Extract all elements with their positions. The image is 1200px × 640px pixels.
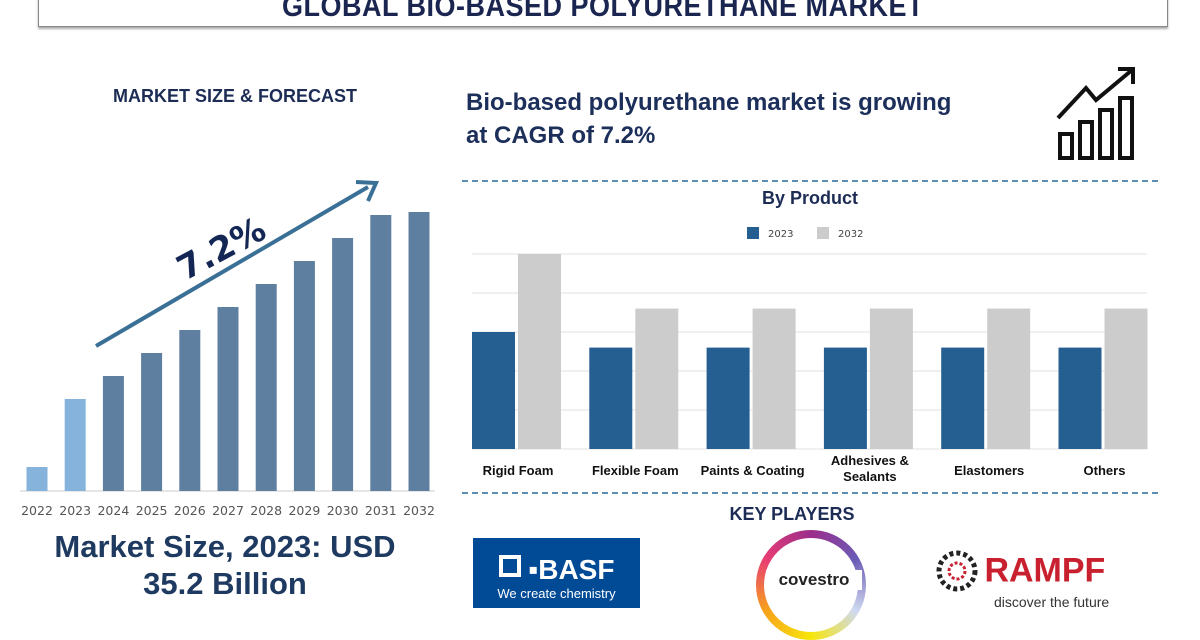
cagr-annotation: 7.2%	[171, 209, 273, 289]
category-label: Paints & Coating	[701, 463, 805, 478]
bar-2023-4	[941, 347, 985, 449]
by-product-title: By Product	[761, 188, 858, 208]
rampf-name: RAMPF	[984, 551, 1106, 590]
legend-label: 2032	[838, 229, 863, 240]
market-size-line1: Market Size, 2023: USD	[54, 529, 396, 564]
covestro-name: covestro	[766, 570, 862, 590]
rampf-emblem-icon	[936, 550, 978, 592]
title-banner: GLOBAL BIO-BASED POLYURETHANE MARKET	[38, 0, 1168, 27]
basf-name: BASF	[538, 554, 615, 585]
bar-2032-1	[635, 308, 679, 449]
x-tick-label: 2024	[97, 503, 129, 518]
bar-2025	[141, 353, 163, 491]
bar-2026	[179, 330, 201, 491]
arrow-head-icon	[355, 180, 380, 202]
divider	[462, 492, 1158, 494]
bar-2023	[64, 399, 86, 491]
bar-2032-5	[1104, 308, 1148, 449]
x-tick-label: 2030	[327, 503, 359, 518]
bar-2028	[255, 284, 277, 491]
bar-2032-4	[987, 308, 1031, 449]
by-product-chart: 2023 2032 Rigid Foam Flexible Foam Paints & …	[472, 227, 1148, 484]
legend-swatch-2032	[817, 227, 829, 239]
bar-2023-5	[1058, 347, 1102, 449]
rampf-tagline: discover the future	[994, 594, 1110, 610]
bar-2031	[370, 215, 392, 491]
bar-2032	[408, 212, 430, 491]
x-tick-label: 2022	[21, 503, 53, 518]
market-size-heading: MARKET SIZE & FORECAST	[112, 86, 357, 106]
category-label: Adhesives &	[831, 453, 909, 468]
category-label: Sealants	[843, 469, 896, 484]
x-tick-label: 2029	[288, 503, 320, 518]
bar-2032-2	[752, 308, 796, 449]
x-tick-label: 2026	[174, 503, 206, 518]
x-tick-label: 2027	[212, 503, 244, 518]
bar-2030	[332, 238, 354, 491]
x-tick-label: 2032	[403, 503, 435, 518]
bar-2023-0	[472, 332, 515, 449]
bar-2024	[102, 376, 124, 491]
divider	[462, 180, 1158, 182]
x-tick-label: 2023	[59, 503, 91, 518]
x-tick-label: 2025	[136, 503, 168, 518]
bar-2032-0	[518, 254, 561, 449]
category-label: Others	[1084, 463, 1126, 478]
page-title: GLOBAL BIO-BASED POLYURETHANE MARKET	[281, 0, 925, 23]
basf-logo: ▪BASF We create chemistry	[473, 538, 640, 608]
bar-2023-3	[823, 347, 867, 449]
bar-2027	[217, 307, 239, 491]
key-players-heading: KEY PLAYERS	[729, 504, 855, 524]
market-size-text: Market Size, 2023: USD 35.2 Billion	[0, 528, 450, 602]
rampf-logo: RAMPF discover the future	[934, 548, 1144, 610]
category-label: Rigid Foam	[483, 463, 554, 478]
cagr-headline: Bio-based polyurethane market is growing…	[466, 86, 951, 152]
growth-arrow	[94, 185, 370, 348]
x-tick-label: 2031	[365, 503, 397, 518]
growth-chart-arrow-icon	[1056, 67, 1135, 160]
basf-tagline: We create chemistry	[497, 586, 616, 601]
covestro-logo: covestro	[756, 530, 866, 640]
bar-2023-2	[706, 347, 750, 449]
legend-label: 2023	[768, 229, 793, 240]
bar-2022	[26, 467, 48, 491]
headline-line2: at CAGR of 7.2%	[466, 122, 656, 149]
bar-2032-3	[869, 308, 913, 449]
category-label: Flexible Foam	[592, 463, 679, 478]
legend-swatch-2023	[747, 227, 759, 239]
x-tick-label: 2028	[250, 503, 282, 518]
bar-2029	[293, 261, 315, 491]
market-size-line2: 35.2 Billion	[143, 566, 307, 601]
market-forecast-chart: 2022 2023 2024 2025 2026 2027 2028 2029 2030 2031…	[20, 180, 435, 518]
headline-line1: Bio-based polyurethane market is growing	[466, 89, 952, 116]
bar-2023-1	[589, 347, 633, 449]
category-label: Elastomers	[954, 463, 1024, 478]
